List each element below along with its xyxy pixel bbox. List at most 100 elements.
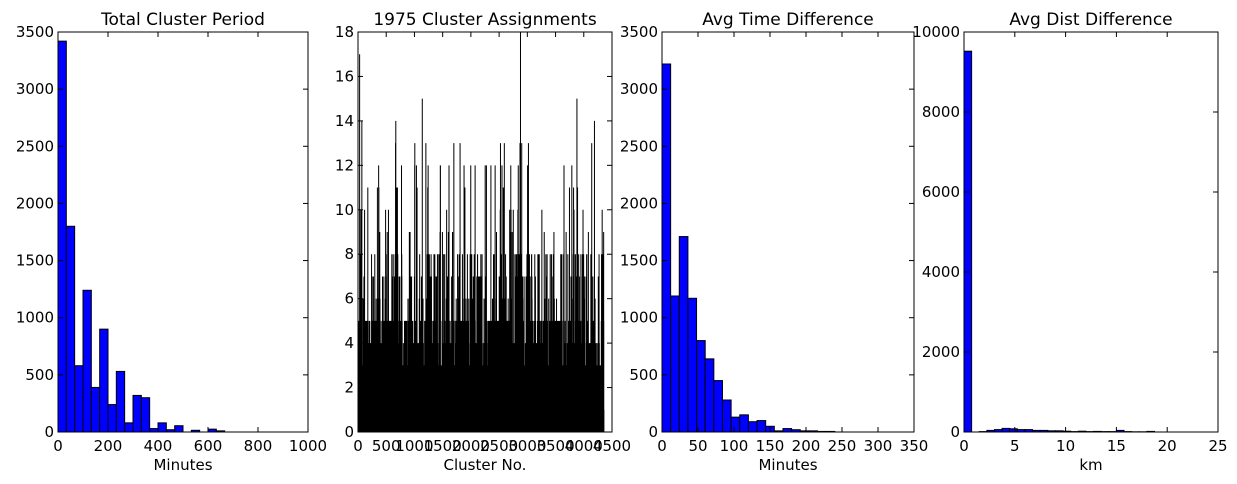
y-tick-label: 3000 [620, 80, 658, 98]
x-tick-label: 4000 [565, 437, 603, 455]
y-tick-label: 2500 [620, 137, 658, 155]
histogram-bar [782, 428, 793, 433]
y-tick-label: 1500 [16, 252, 54, 270]
y-tick-label: 14 [335, 112, 354, 130]
histogram-bar [963, 50, 973, 433]
x-axis-label: Minutes [153, 456, 212, 474]
histogram-bar [132, 394, 142, 433]
chart-title: Avg Dist Difference [1009, 10, 1172, 30]
x-tick-label: 600 [194, 437, 223, 455]
x-tick-label: 1500 [424, 437, 462, 455]
x-tick-label: 0 [959, 437, 969, 455]
histogram-bar [678, 236, 689, 433]
histogram-bar [82, 289, 92, 433]
x-tick-label: 25 [1208, 437, 1227, 455]
y-tick-label: 4000 [922, 263, 960, 281]
y-tick-label: 1000 [620, 309, 658, 327]
x-tick-label: 5 [1010, 437, 1020, 455]
histogram-bar [1001, 427, 1011, 433]
y-tick-label: 500 [629, 366, 658, 384]
histogram-bar [687, 297, 698, 433]
histogram-bar [149, 428, 159, 433]
x-tick-label: 0 [353, 437, 363, 455]
histogram-bar [107, 404, 117, 433]
y-tick-label: 0 [648, 423, 658, 441]
axes-frame [57, 31, 309, 433]
x-tick-label: 0 [657, 437, 667, 455]
histogram-bar [115, 370, 126, 433]
histogram-bar [174, 425, 184, 433]
x-tick-label: 2500 [480, 437, 518, 455]
x-tick-label: 3000 [508, 437, 546, 455]
x-tick-label: 15 [1107, 437, 1126, 455]
x-tick-label: 10 [1056, 437, 1075, 455]
histogram-bar [721, 399, 732, 433]
y-tick-label: 0 [44, 423, 54, 441]
chart-total-cluster-period: 0 200 400 600 800 1000 0 500 1000 1500 2000 2500 300… [16, 10, 327, 474]
y-tick-label: 3500 [16, 23, 54, 41]
y-tick-label: 8000 [922, 103, 960, 121]
chart-avg-dist-difference: 0 5 10 15 20 25 0 2000 4000 6000 8000 10000 Avg Dist… [912, 10, 1227, 474]
chart-title: Avg Time Difference [702, 10, 874, 30]
axes-frame [963, 31, 1219, 433]
x-tick-label: 4500 [593, 437, 631, 455]
histogram-bar [670, 295, 680, 433]
histogram-bar [57, 40, 67, 433]
histogram-bar [704, 358, 715, 433]
y-tick-label: 10 [335, 201, 354, 219]
x-tick-label: 150 [756, 437, 785, 455]
x-tick-label: 500 [372, 437, 401, 455]
histogram-bar [140, 397, 151, 433]
histogram-bar [747, 421, 758, 433]
x-tick-label: 20 [1158, 437, 1177, 455]
y-tick-label: 16 [335, 67, 354, 85]
x-tick-label: 0 [53, 437, 63, 455]
chart-title: 1975 Cluster Assignments [373, 10, 597, 30]
y-tick-label: 2000 [16, 194, 54, 212]
axes-frame [357, 31, 613, 433]
y-tick-label: 2 [344, 379, 354, 397]
y-tick-label: 10000 [912, 23, 960, 41]
y-tick-label: 2000 [620, 194, 658, 212]
histogram-bar [739, 414, 749, 433]
y-tick-label: 4 [344, 334, 354, 352]
x-tick-label: 350 [900, 437, 929, 455]
y-tick-label: 0 [950, 423, 960, 441]
histogram-bar [756, 420, 767, 433]
x-tick-label: 400 [144, 437, 173, 455]
y-tick-label: 3000 [16, 80, 54, 98]
x-tick-label: 1000 [395, 437, 433, 455]
y-tick-label: 6000 [922, 183, 960, 201]
x-tick-label: 100 [720, 437, 749, 455]
y-tick-label: 8 [344, 245, 354, 263]
y-tick-label: 6 [344, 290, 354, 308]
y-tick-label: 1500 [620, 252, 658, 270]
histogram-bar [90, 386, 101, 433]
histogram-bar [65, 225, 76, 433]
x-tick-label: 250 [828, 437, 857, 455]
x-tick-label: 200 [94, 437, 123, 455]
histogram-bar [74, 365, 84, 433]
histogram-bar [713, 380, 723, 433]
x-axis-label: Cluster No. [444, 456, 527, 474]
axes-frame [661, 31, 915, 433]
y-tick-label: 12 [335, 156, 354, 174]
cluster-count-bars [358, 32, 605, 432]
histogram-bar [99, 328, 109, 433]
y-tick-label: 0 [344, 423, 354, 441]
cluster-base-fill [359, 425, 604, 432]
histogram-bar [124, 422, 134, 433]
histogram-bar [696, 340, 706, 433]
x-tick-label: 1000 [289, 437, 327, 455]
y-tick-label: 3500 [620, 23, 658, 41]
y-tick-label: 1000 [16, 309, 54, 327]
x-tick-label: 300 [864, 437, 893, 455]
x-tick-label: 800 [244, 437, 273, 455]
y-tick-label: 2000 [922, 343, 960, 361]
x-tick-label: 50 [688, 437, 707, 455]
y-tick-label: 18 [335, 23, 354, 41]
histogram-bar [661, 63, 672, 433]
y-tick-label: 2500 [16, 137, 54, 155]
